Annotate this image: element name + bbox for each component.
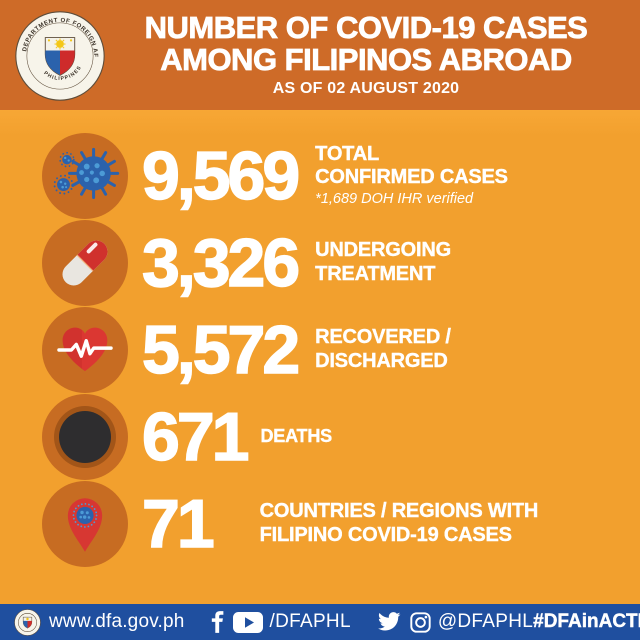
label-line2: FILIPINO COVID-19 CASES: [259, 523, 512, 546]
twitter-icon: [377, 612, 401, 632]
capsule-pill-icon: [42, 219, 128, 306]
philippine-shield: [44, 37, 76, 76]
label-line1: COUNTRIES / REGIONS WITH: [259, 500, 539, 523]
doh-ihr-note: *1,689 DOH IHR verified: [315, 191, 474, 208]
dfa-seal-logo: DEPARTMENT OF FOREIGN AFFAIRS PHILIPPINE…: [14, 10, 105, 101]
stat-label-total-confirmed: TOTAL CONFIRMED CASES *1,689 DOH IHR ver…: [315, 142, 508, 209]
stat-label-undergoing-treatment: UNDERGOING TREATMENT: [315, 239, 451, 286]
stat-label-recovered-discharged: RECOVERED / DISCHARGED: [315, 326, 451, 373]
heart-pulse-icon: [42, 306, 128, 393]
stat-value-deaths: 671: [141, 398, 250, 475]
stat-row-countries-regions: 71 COUNTRIES / REGIONS WITH FILIPINO COV…: [42, 480, 640, 567]
stat-value-recovered-discharged: 5,572: [141, 311, 301, 388]
facebook-youtube-handle: /DFAPHL: [269, 611, 351, 632]
campaign-hashtag: #DFAinACTION: [533, 611, 640, 632]
stat-row-undergoing-treatment: 3,326 UNDERGOING TREATMENT: [42, 219, 640, 306]
as-of-date: AS OF 02 AUGUST 2020: [272, 80, 460, 98]
label-line1: DEATHS: [260, 425, 332, 446]
stats-section: 9,569 TOTAL CONFIRMED CASES *1,689 DOH I…: [0, 110, 640, 604]
label-line1: RECOVERED /: [315, 326, 451, 349]
coronavirus-icon: [42, 132, 128, 219]
stat-row-recovered-discharged: 5,572 RECOVERED / DISCHARGED: [42, 306, 640, 393]
page-title: NUMBER OF COVID-19 CASES AMONG FILIPINOS…: [110, 9, 622, 77]
stat-label-deaths: DEATHS: [260, 425, 332, 447]
header: DEPARTMENT OF FOREIGN AFFAIRS PHILIPPINE…: [0, 0, 640, 110]
title-line2: AMONG FILIPINOS ABROAD: [160, 42, 573, 77]
stat-value-undergoing-treatment: 3,326: [141, 224, 301, 301]
map-pin-virus-icon: [42, 480, 128, 567]
label-line2: CONFIRMED CASES: [315, 166, 508, 189]
stat-value-countries-regions: 71: [141, 485, 215, 562]
label-line1: UNDERGOING: [315, 239, 451, 262]
stat-value-total-confirmed: 9,569: [141, 137, 301, 214]
twitter-instagram-handle: @DFAPHL: [437, 611, 534, 632]
website-url: www.dfa.gov.ph: [49, 611, 185, 632]
stat-row-total-confirmed: 9,569 TOTAL CONFIRMED CASES *1,689 DOH I…: [42, 132, 640, 219]
facebook-icon: [211, 611, 224, 633]
youtube-icon: [232, 611, 263, 633]
stat-label-countries-regions: COUNTRIES / REGIONS WITH FILIPINO COVID-…: [259, 500, 539, 547]
title-line1: NUMBER OF COVID-19 CASES: [144, 9, 588, 45]
label-line1: TOTAL: [315, 142, 379, 165]
stat-row-deaths: 671 DEATHS: [42, 393, 640, 480]
instagram-icon: [410, 611, 431, 633]
dfa-mini-seal-icon: [14, 608, 41, 636]
footer-bar: www.dfa.gov.ph /DFAPHL @DFAPHL: [0, 604, 640, 640]
label-line2: DISCHARGED: [315, 349, 448, 372]
header-text-block: NUMBER OF COVID-19 CASES AMONG FILIPINOS…: [110, 9, 622, 98]
label-line2: TREATMENT: [315, 262, 436, 285]
black-circle-icon: [42, 393, 128, 480]
